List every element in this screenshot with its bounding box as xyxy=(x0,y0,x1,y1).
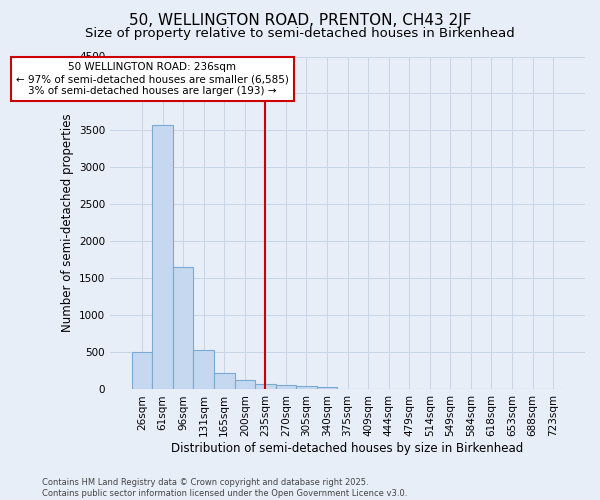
Bar xyxy=(255,384,275,390)
Bar xyxy=(275,386,296,390)
Bar xyxy=(214,373,235,390)
Text: 50, WELLINGTON ROAD, PRENTON, CH43 2JF: 50, WELLINGTON ROAD, PRENTON, CH43 2JF xyxy=(129,12,471,28)
Bar xyxy=(296,386,317,390)
X-axis label: Distribution of semi-detached houses by size in Birkenhead: Distribution of semi-detached houses by … xyxy=(172,442,524,455)
Bar xyxy=(152,124,173,390)
Text: Size of property relative to semi-detached houses in Birkenhead: Size of property relative to semi-detach… xyxy=(85,28,515,40)
Text: Contains HM Land Registry data © Crown copyright and database right 2025.
Contai: Contains HM Land Registry data © Crown c… xyxy=(42,478,407,498)
Y-axis label: Number of semi-detached properties: Number of semi-detached properties xyxy=(61,114,74,332)
Bar xyxy=(193,350,214,390)
Bar xyxy=(235,380,255,390)
Bar xyxy=(317,387,337,390)
Bar xyxy=(132,352,152,390)
Bar xyxy=(173,268,193,390)
Text: 50 WELLINGTON ROAD: 236sqm
← 97% of semi-detached houses are smaller (6,585)
3% : 50 WELLINGTON ROAD: 236sqm ← 97% of semi… xyxy=(16,62,289,96)
